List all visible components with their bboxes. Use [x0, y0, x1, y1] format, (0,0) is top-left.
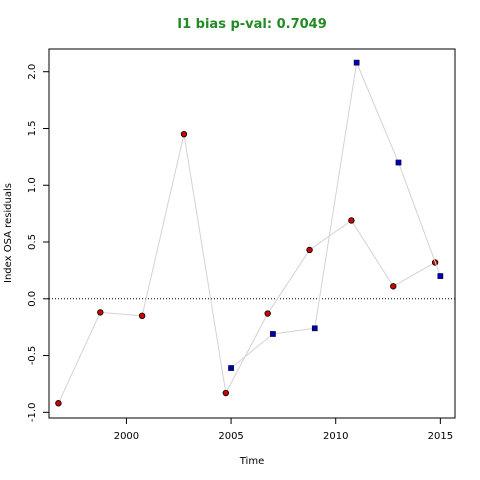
y-axis-label: Index OSA residuals — [3, 183, 14, 283]
y-tick-label: -0.5 — [27, 346, 38, 366]
x-axis-label: Time — [239, 456, 264, 467]
series-1-point — [348, 217, 355, 224]
plot-frame — [48, 48, 456, 419]
x-tick-label: 2005 — [218, 431, 243, 442]
series-1-point — [306, 246, 313, 254]
y-tick-label: -1.0 — [27, 403, 38, 423]
x-tick-label: 2010 — [323, 431, 348, 442]
series-1-point — [390, 283, 397, 290]
y-tick-label: 0.0 — [27, 291, 38, 307]
x-tick-label: 2015 — [428, 431, 453, 442]
series-2-point — [228, 365, 234, 371]
series-2-point — [311, 325, 318, 332]
series-2-point — [395, 159, 402, 166]
series-1-point — [264, 310, 271, 317]
series-1-point — [55, 400, 62, 407]
chart-title: I1 bias p-val: 0.7049 — [177, 17, 327, 32]
series-2-point — [270, 331, 276, 337]
series-2-line — [230, 60, 441, 369]
series-1-point — [138, 312, 146, 320]
series-1-point — [222, 389, 230, 397]
series-1-point — [180, 130, 188, 138]
y-tick-label: 1.5 — [27, 121, 38, 137]
series-1-line — [57, 134, 436, 404]
series-2-point — [437, 273, 444, 279]
y-tick-label: 1.0 — [27, 177, 38, 193]
plot-area: 2000 2005 2010 2015 -1.0 -0.5 0.0 0.5 1.0 1.5 2.0 — [27, 48, 456, 442]
series-1-point — [97, 309, 104, 316]
y-tick-label: 2.0 — [27, 64, 38, 80]
y-tick-label: 0.5 — [27, 234, 38, 250]
series-2-point — [353, 59, 360, 66]
x-tick-label: 2000 — [114, 431, 139, 442]
